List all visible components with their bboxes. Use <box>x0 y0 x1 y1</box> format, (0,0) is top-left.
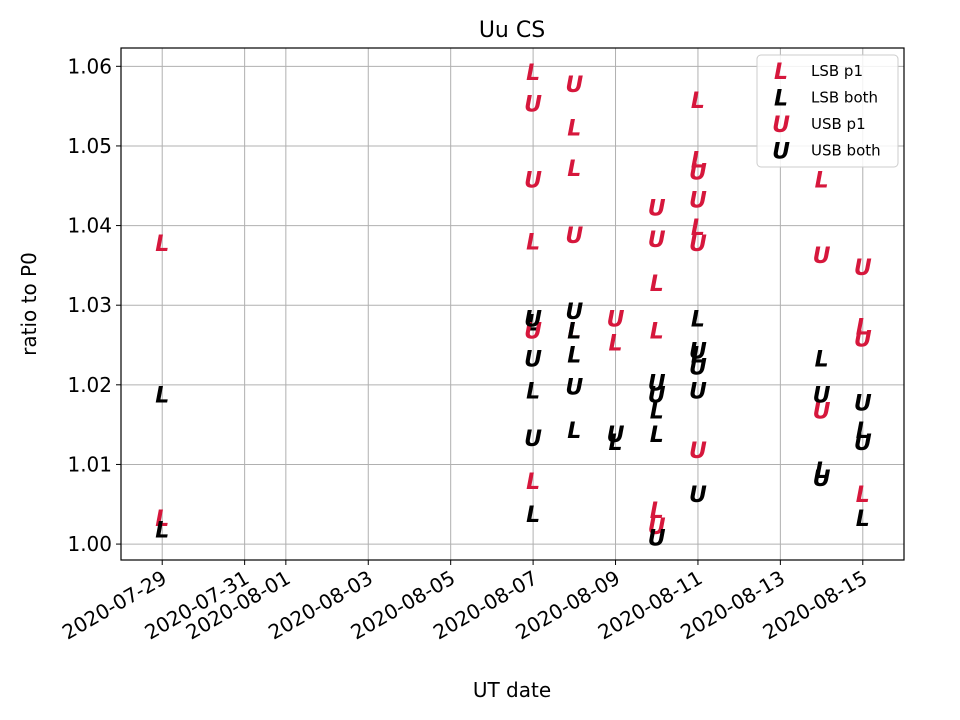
data-point: U <box>565 73 583 98</box>
data-point: L <box>526 470 540 495</box>
y-tick-label: 1.06 <box>67 54 112 78</box>
y-axis-title: ratio to P0 <box>17 252 41 356</box>
data-point: L <box>691 308 705 333</box>
data-point: U <box>854 431 872 456</box>
data-point: L <box>650 320 664 345</box>
data-point: U <box>524 427 542 452</box>
data-point: U <box>813 467 831 492</box>
data-point: L <box>609 332 623 357</box>
data-point: U <box>813 399 831 424</box>
plot-area-frame <box>120 47 905 561</box>
data-point: U <box>689 160 707 185</box>
y-tick-label: 1.05 <box>67 134 112 158</box>
data-point: U <box>607 423 625 448</box>
y-tick-label: 1.02 <box>67 373 112 397</box>
data-point: L <box>155 383 169 408</box>
legend: L LSB p1 L LSB both U USB p1 U USB both <box>756 54 899 168</box>
data-point: L <box>856 419 870 444</box>
data-point: L <box>650 272 664 297</box>
data-point: L <box>567 344 581 369</box>
legend-label: LSB p1 <box>811 62 863 80</box>
data-point: U <box>648 383 666 408</box>
data-point: L <box>815 168 829 193</box>
data-point: L <box>650 423 664 448</box>
data-point: L <box>691 216 705 241</box>
data-point: U <box>565 300 583 325</box>
y-tick-label: 1.00 <box>67 532 112 556</box>
legend-marker: U <box>772 140 790 165</box>
data-point: U <box>565 224 583 249</box>
data-point: U <box>524 168 542 193</box>
legend-marker: U <box>772 113 790 138</box>
data-point: U <box>648 196 666 221</box>
data-point: L <box>856 316 870 341</box>
data-point: U <box>854 256 872 281</box>
data-point: L <box>526 230 540 255</box>
data-point: L <box>567 419 581 444</box>
data-point: U <box>524 308 542 333</box>
data-point: L <box>691 344 705 369</box>
data-point: U <box>648 371 666 396</box>
data-point: L <box>155 507 169 532</box>
data-point: L <box>691 89 705 114</box>
x-axis-title: UT date <box>473 678 551 702</box>
data-point: U <box>689 379 707 404</box>
data-point: L <box>526 503 540 528</box>
legend-box <box>756 54 899 168</box>
data-point: L <box>567 117 581 142</box>
data-point: L <box>650 399 664 424</box>
data-point: L <box>856 507 870 532</box>
y-tick-label: 1.04 <box>67 214 112 238</box>
y-tick-label: 1.01 <box>67 452 112 476</box>
data-point: U <box>689 483 707 508</box>
data-point: L <box>691 148 705 173</box>
data-point: U <box>565 375 583 400</box>
chart-title: Uu CS <box>479 18 545 43</box>
data-point: L <box>155 519 169 544</box>
data-point: U <box>813 383 831 408</box>
data-point: U <box>689 439 707 464</box>
legend-label: LSB both <box>811 89 878 107</box>
legend-marker: L <box>774 87 788 112</box>
data-point: L <box>526 379 540 404</box>
legend-marker: L <box>774 60 788 85</box>
y-tick-label: 1.03 <box>67 293 112 317</box>
data-point: L <box>815 459 829 484</box>
data-point: L <box>815 348 829 373</box>
data-point: U <box>854 328 872 353</box>
data-point: U <box>854 391 872 416</box>
data-point: U <box>648 228 666 253</box>
data-point: L <box>609 431 623 456</box>
data-point: U <box>813 244 831 269</box>
data-point: U <box>524 93 542 118</box>
data-point: L <box>567 320 581 345</box>
data-point: L <box>567 157 581 182</box>
data-point: L <box>526 312 540 337</box>
legend-label: USB p1 <box>811 115 866 133</box>
data-point: L <box>650 499 664 524</box>
data-point: U <box>689 356 707 381</box>
data-point: U <box>689 340 707 365</box>
data-point: L <box>567 320 581 345</box>
data-point: L <box>526 61 540 86</box>
data-point: U <box>524 320 542 345</box>
data-point: U <box>689 188 707 213</box>
data-point: U <box>648 515 666 540</box>
legend-label: USB both <box>811 142 881 160</box>
data-point: U <box>607 308 625 333</box>
data-point: U <box>648 527 666 552</box>
data-point: L <box>155 232 169 257</box>
data-point: L <box>856 483 870 508</box>
data-point: U <box>689 232 707 257</box>
data-point: U <box>524 348 542 373</box>
